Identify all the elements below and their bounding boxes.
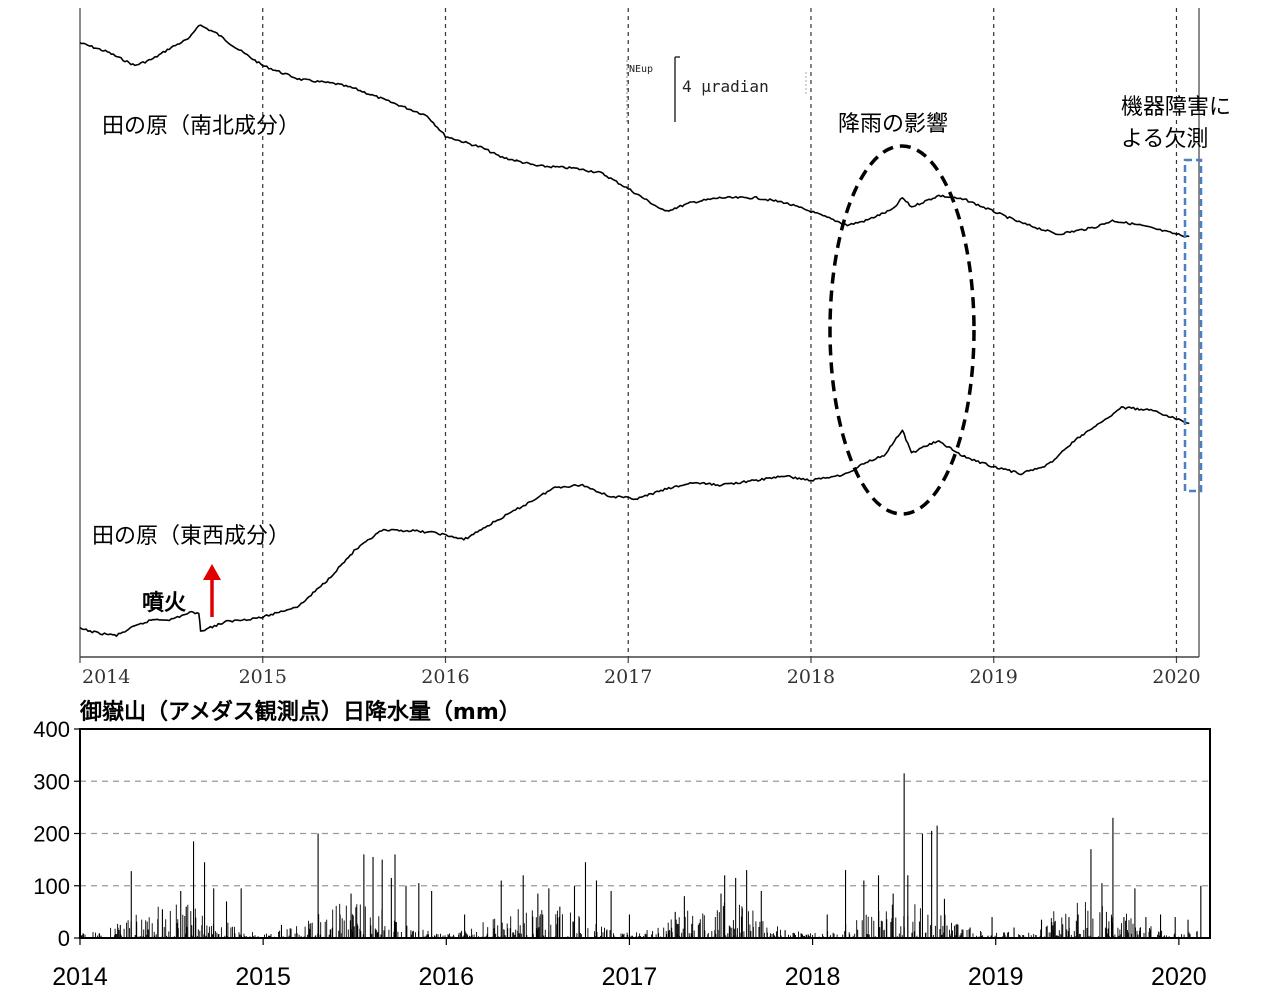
rain-y-tick-label: 100	[33, 874, 70, 899]
rain-bars-group	[79, 773, 1202, 938]
ew-tilt-line	[79, 406, 1190, 637]
scale-label-small: NEup	[629, 64, 653, 75]
rain-x-tick-label: 2017	[602, 963, 658, 991]
scale-label: 4 μradian	[682, 77, 769, 96]
tilt-scale-bar: NEup 4 μradian	[626, 56, 807, 122]
rain-x-ticks: 2014 2015 2016 2017 2018 2019 2020	[52, 938, 1207, 991]
rain-x-tick-label: 2016	[418, 963, 474, 991]
missing-label-line1: 機器障害に	[1121, 95, 1231, 120]
rain-x-tick-label: 2015	[235, 963, 291, 991]
rain-bars-daily	[79, 902, 1198, 938]
missing-data-box	[1183, 158, 1203, 493]
tilt-x-tick-label: 2014	[82, 666, 130, 688]
rain-y-tick-label: 0	[58, 926, 70, 951]
rain-x-tick-label: 2019	[968, 963, 1024, 991]
tilt-x-tick-label: 2017	[604, 666, 652, 688]
rain-y-tick-label: 200	[33, 822, 70, 847]
rain-chart-title: 御嶽山（アメダス観測点）日降水量（mm）	[79, 699, 521, 725]
tilt-x-tick-label: 2016	[421, 666, 469, 688]
tilt-chart: 2014 2015 2016 2017 2018 2019 2020 NEup 4 μrad…	[79, 8, 1231, 688]
ew-series-label: 田の原（東西成分）	[92, 524, 290, 549]
rain-y-tick-label: 300	[33, 769, 70, 794]
rain-y-tick-label: 400	[33, 717, 70, 742]
eruption-arrow	[203, 564, 221, 617]
tilt-x-ticks: 2014 2015 2016 2017 2018 2019 2020	[79, 657, 1201, 688]
tilt-x-tick-label: 2020	[1152, 666, 1200, 688]
ns-series-label: 田の原（南北成分）	[102, 114, 300, 139]
rain-gridlines	[80, 780, 1210, 887]
tilt-series-group	[79, 24, 1190, 637]
rain-x-tick-label: 2014	[52, 963, 108, 991]
tilt-x-tick-label: 2015	[239, 666, 287, 688]
rain-effect-label: 降雨の影響	[838, 112, 948, 137]
tilt-x-tick-label: 2019	[970, 666, 1018, 688]
eruption-label: 噴火	[142, 590, 186, 616]
ns-tilt-line	[79, 24, 1190, 238]
rain-x-tick-label: 2018	[785, 963, 841, 991]
missing-label-line2: よる欠測	[1121, 127, 1208, 152]
rain-y-ticks: 400 300 200 100 0	[33, 717, 80, 951]
tilt-x-tick-label: 2018	[787, 666, 835, 688]
rain-x-tick-label: 2020	[1151, 963, 1207, 991]
rain-effect-ellipse	[828, 144, 976, 516]
